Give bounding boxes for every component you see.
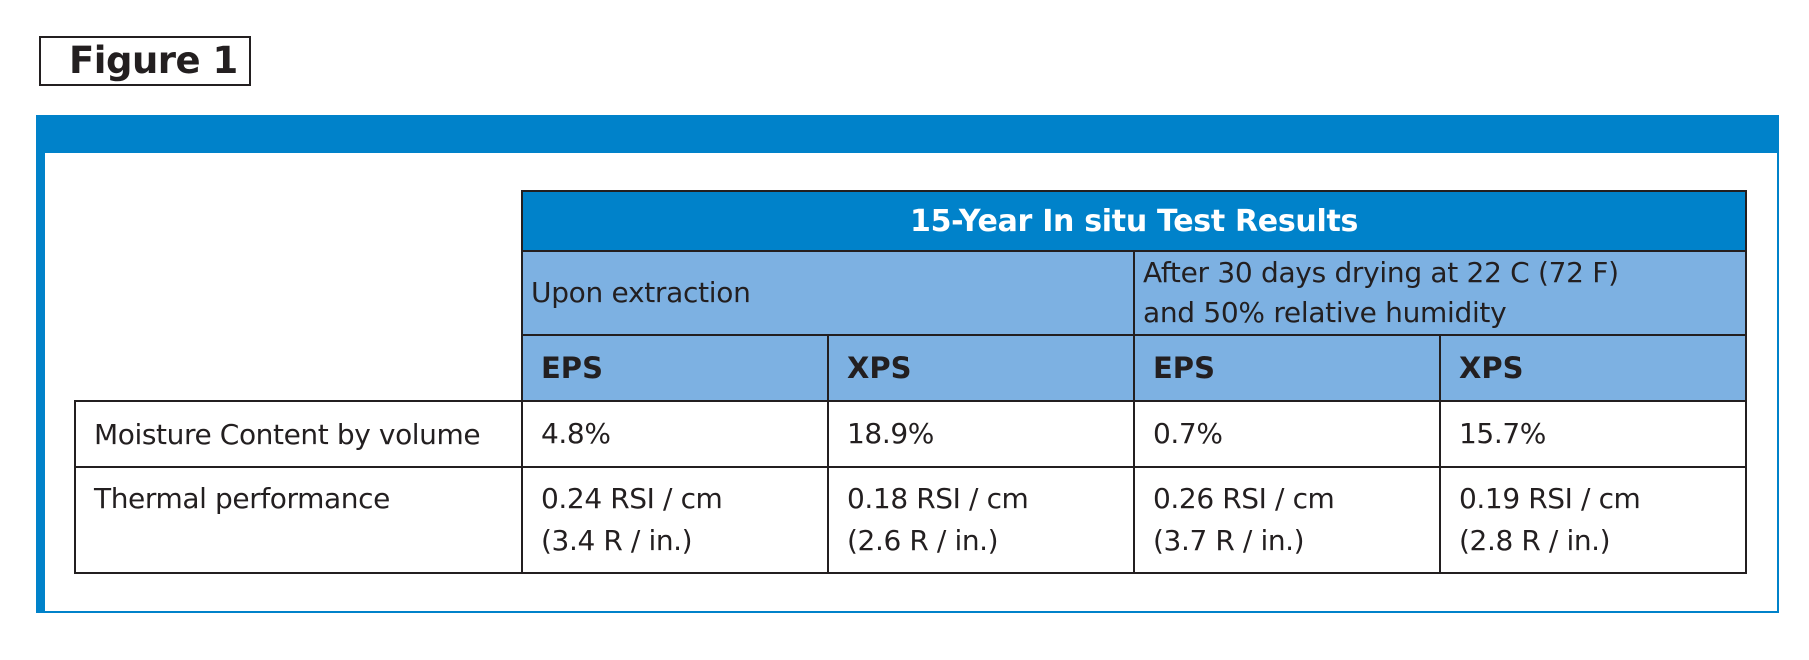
cell-value: 18.9% <box>847 417 934 450</box>
row-label: Moisture Content by volume <box>74 400 523 468</box>
cell-value: (3.4 R / in.) <box>541 524 693 557</box>
cell-value: 0.18 RSI / cm <box>847 482 1029 515</box>
table-cell: 0.18 RSI / cm (2.6 R / in.) <box>827 466 1135 574</box>
cell-value: (3.7 R / in.) <box>1153 524 1305 557</box>
table-row: Moisture Content by volume 4.8% 18.9% 0.… <box>74 400 1748 468</box>
blank-corner-cell <box>75 191 522 401</box>
group-header-after-drying: After 30 days drying at 22 C (72 F) and … <box>1132 250 1748 336</box>
figure-label: Figure 1 <box>39 36 251 86</box>
table-title: 15-Year In situ Test Results <box>520 190 1748 252</box>
group-header-row: Upon extraction After 30 days drying at … <box>75 250 1748 336</box>
table-cell: 4.8% <box>521 400 829 468</box>
cell-value: (2.6 R / in.) <box>847 524 999 557</box>
table-cell: 0.24 RSI / cm (3.4 R / in.) <box>521 466 829 574</box>
cell-value: 0.24 RSI / cm <box>541 482 723 515</box>
cell-value: 0.19 RSI / cm <box>1459 482 1641 515</box>
table-cell: 0.26 RSI / cm (3.7 R / in.) <box>1133 466 1441 574</box>
panel-header-bar <box>36 115 1779 153</box>
cell-value: 0.7% <box>1153 417 1223 450</box>
table-cell: 0.19 RSI / cm (2.8 R / in.) <box>1438 466 1748 574</box>
row-label: Thermal performance <box>74 466 523 574</box>
results-table: 15-Year In situ Test Results Upon extrac… <box>74 190 1748 574</box>
cell-value: 15.7% <box>1459 417 1546 450</box>
table-cell: 0.7% <box>1133 400 1441 468</box>
group-header-upon-extraction: Upon extraction <box>521 250 1135 336</box>
cell-value: 4.8% <box>541 417 611 450</box>
material-header-row: EPS XPS EPS XPS <box>75 334 1748 402</box>
table-cell: 15.7% <box>1438 400 1748 468</box>
table-title-row: 15-Year In situ Test Results <box>75 190 1748 401</box>
material-header: EPS <box>1133 334 1441 402</box>
table-cell: 18.9% <box>827 400 1135 468</box>
material-header: EPS <box>521 334 829 402</box>
material-header: XPS <box>827 334 1135 402</box>
material-header: XPS <box>1438 334 1748 402</box>
table-row: Thermal performance 0.24 RSI / cm (3.4 R… <box>74 466 1748 574</box>
group-header-line: and 50% relative humidity <box>1143 296 1507 329</box>
cell-value: 0.26 RSI / cm <box>1153 482 1335 515</box>
group-header-line: Upon extraction <box>531 276 751 309</box>
group-header-line: After 30 days drying at 22 C (72 F) <box>1143 256 1619 289</box>
figure-panel: 15-Year In situ Test Results Upon extrac… <box>36 115 1779 613</box>
cell-value: (2.8 R / in.) <box>1459 524 1611 557</box>
